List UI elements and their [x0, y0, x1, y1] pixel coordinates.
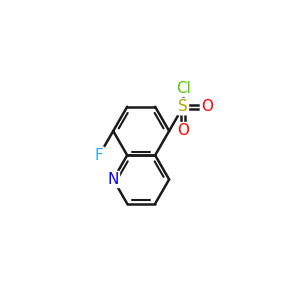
Text: S: S: [178, 99, 188, 114]
Text: O: O: [177, 123, 189, 138]
Text: Cl: Cl: [176, 81, 190, 96]
Text: N: N: [107, 172, 119, 187]
Text: O: O: [201, 99, 213, 114]
Text: F: F: [95, 148, 103, 163]
